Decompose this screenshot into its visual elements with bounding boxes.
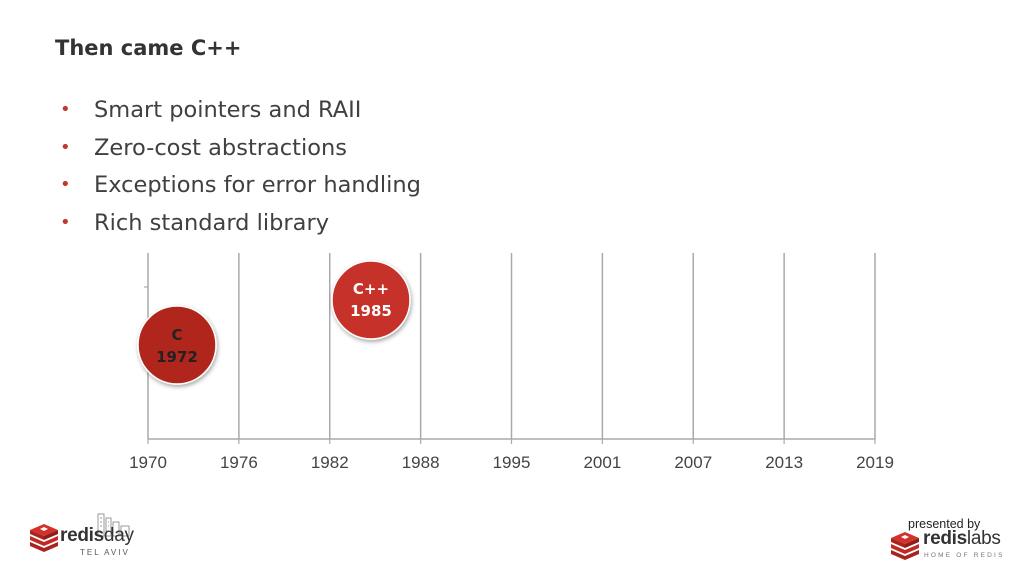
timeline-tick-label: 2013 <box>765 453 803 472</box>
timeline-tick-label: 2019 <box>856 453 894 472</box>
bullet-item: • Smart pointers and RAII <box>60 93 421 131</box>
timeline-tick-label: 1995 <box>493 453 531 472</box>
bullet-list: • Smart pointers and RAII • Zero-cost abst… <box>60 93 421 243</box>
bullet-text: Zero-cost abstractions <box>94 134 347 161</box>
badge-c-circle <box>137 305 217 385</box>
badge-c-name: C <box>171 326 182 344</box>
badge-c: C 1972 <box>137 305 217 385</box>
badge-cpp-name: C++ <box>353 280 389 298</box>
redislabs-logo: presented by redislabs HOME OF REDIS <box>886 514 1016 570</box>
bullet-dot-icon: • <box>60 99 71 120</box>
redis-cube-icon <box>30 513 130 552</box>
badge-cpp-circle <box>331 260 411 340</box>
redisday-location: TEL AVIV <box>80 548 130 557</box>
city-skyline-icon <box>97 513 130 537</box>
bullet-text: Smart pointers and RAII <box>94 97 362 123</box>
redislabs-tagline: HOME OF REDIS <box>924 552 1005 559</box>
redislabs-wordmark: redislabs <box>923 528 1001 549</box>
timeline-tick-label: 2007 <box>674 453 712 472</box>
slide-title: Then came C++ <box>55 36 242 60</box>
badge-cpp-year: 1985 <box>350 302 392 320</box>
timeline-tick-label: 2001 <box>583 453 621 472</box>
presented-by-label: presented by <box>908 517 981 531</box>
timeline-gridlines <box>147 253 876 444</box>
bullet-text: Rich standard library <box>94 209 330 236</box>
timeline-tick-labels: 1970 1976 1982 1988 1995 2001 2007 2013 2019 <box>129 453 894 472</box>
badge-c-year: 1972 <box>156 348 198 366</box>
bullet-item: • Zero-cost abstractions <box>60 131 421 169</box>
bullet-dot-icon: • <box>60 136 71 158</box>
redisday-wordmark: redisday <box>60 525 134 546</box>
timeline-tick-label: 1976 <box>220 453 258 472</box>
bullet-dot-icon: • <box>60 174 71 195</box>
timeline-tick-label: 1970 <box>129 453 167 472</box>
redis-cube-icon <box>891 532 919 560</box>
bullet-item: • Exceptions for error handling <box>60 168 421 206</box>
timeline-tick-label: 1988 <box>402 453 440 472</box>
timeline-tick-label: 1982 <box>311 453 349 472</box>
redisday-logo: redisday TEL AVIV <box>26 510 146 566</box>
bullet-item: • Rich standard library <box>60 206 421 244</box>
bullet-dot-icon: • <box>60 211 71 233</box>
bullet-text: Exceptions for error handling <box>94 172 421 198</box>
badge-cpp: C++ 1985 <box>331 260 411 340</box>
